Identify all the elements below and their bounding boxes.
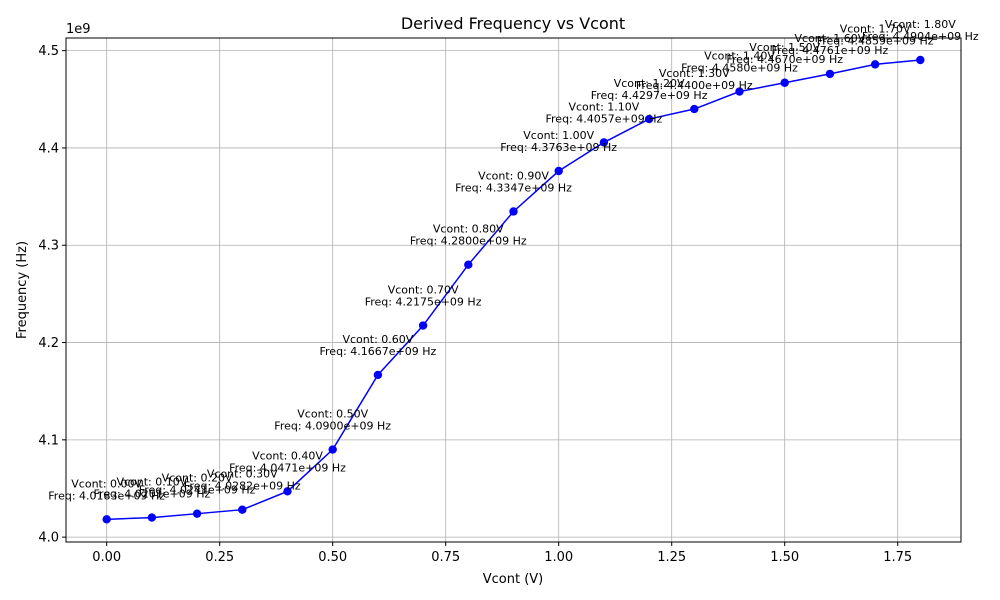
annotation-freq: Freq: 4.2175e+09 Hz [365,296,482,309]
x-tick-label: 0.25 [205,550,234,565]
annotation-freq: Freq: 4.0241e+09 Hz [139,484,256,497]
annotation-vcont: Vcont: 0.80V [433,223,504,236]
x-axis-label: Vcont (V) [483,572,544,587]
data-point [147,513,157,522]
data-point [238,505,247,514]
y-tick-label: 4.1 [38,433,59,448]
annotation-vcont: Vcont: 0.70V [388,284,459,297]
series-line [106,59,921,521]
grid [66,38,961,542]
annotation-freq: Freq: 4.3763e+09 Hz [500,141,617,154]
annotation-freq: Freq: 4.0282e+09 Hz [184,480,301,493]
data-point [509,207,518,216]
x-tick-label: 1.50 [770,550,799,565]
annotation-vcont: Vcont: 1.50V [749,41,820,54]
annotation-freq: Freq: 4.0900e+09 Hz [274,420,391,433]
annotation-vcont: Vcont: 0.10V [116,476,187,489]
annotation-vcont: Vcont: 0.50V [297,408,368,421]
annotation-vcont: Vcont: 0.40V [252,449,323,462]
data-point [418,321,428,330]
data-point [283,487,292,496]
y-tick-label: 4.3 [38,239,59,254]
data-series [102,55,925,524]
data-point [870,60,880,69]
data-point [328,445,337,454]
data-point [690,104,699,114]
annotation-freq: Freq: 4.0471e+09 Hz [229,461,346,474]
annotation-freq: Freq: 4.3347e+09 Hz [455,181,572,194]
data-point [916,55,925,65]
y-tick-label: 4.4 [38,141,59,156]
annotation-vcont: Vcont: 1.00V [523,129,594,142]
data-point [102,515,111,524]
x-tick-label: 1.25 [657,550,686,565]
x-tick-label: 1.00 [544,550,573,565]
data-point [373,370,383,380]
annotation-freq: Freq: 4.4904e+09 Hz [862,30,979,43]
annotation-freq: Freq: 4.4761e+09 Hz [772,44,889,57]
y-multiplier-label: 1e9 [66,22,91,37]
data-point [825,69,835,79]
annotation-freq: Freq: 4.2800e+09 Hz [410,235,527,248]
annotation-freq: Freq: 4.4580e+09 Hz [681,62,798,75]
data-point [780,78,789,87]
annotation-vcont: Vcont: 0.30V [207,468,278,481]
annotation-freq: Freq: 4.1667e+09 Hz [320,345,437,358]
annotation-vcont: Vcont: 1.80V [885,18,956,31]
x-tick-label: 1.75 [883,550,912,565]
annotation-vcont: Vcont: 0.00V [71,477,142,490]
y-tick-label: 4.0 [38,531,59,546]
data-point [464,260,473,269]
x-axis-ticks: 0.00 0.25 0.50 0.75 1.00 1.25 1.50 1.75 [92,542,912,565]
annotation-vcont: Vcont: 1.70V [840,22,911,35]
annotation-freq: Freq: 4.4057e+09 Hz [546,112,663,125]
annotation-vcont: Vcont: 1.10V [568,100,639,113]
data-point [735,87,744,96]
annotation-vcont: Vcont: 0.20V [162,472,233,485]
annotation-freq: Freq: 4.0201e+09 Hz [93,488,210,501]
data-point [192,509,202,518]
annotation-freq: Freq: 4.4400e+09 Hz [636,79,753,92]
y-tick-label: 4.5 [38,44,59,59]
annotation-vcont: Vcont: 0.60V [342,333,413,346]
annotation-vcont: Vcont: 0.90V [478,169,549,182]
y-axis-ticks: 4.0 4.1 4.2 4.3 4.4 4.5 [38,44,66,546]
chart-title: Derived Frequency vs Vcont [401,14,625,33]
x-tick-label: 0.50 [318,550,347,565]
data-point [644,114,654,124]
x-tick-label: 0.75 [431,550,460,565]
annotation-vcont: Vcont: 1.20V [614,77,685,90]
y-tick-label: 4.2 [38,336,59,351]
y-axis-label: Frequency (Hz) [15,241,30,339]
annotation-vcont: Vcont: 1.30V [659,67,730,80]
data-point [599,138,609,147]
x-tick-label: 0.00 [92,550,121,565]
annotation-freq: Freq: 4.4670e+09 Hz [726,53,843,66]
annotation-freq: Freq: 4.4297e+09 Hz [591,89,708,102]
annotation-freq: Freq: 4.0183e+09 Hz [48,489,165,502]
plot-frame [65,37,962,543]
data-point [554,166,563,176]
annotation-vcont: Vcont: 1.40V [704,50,775,63]
